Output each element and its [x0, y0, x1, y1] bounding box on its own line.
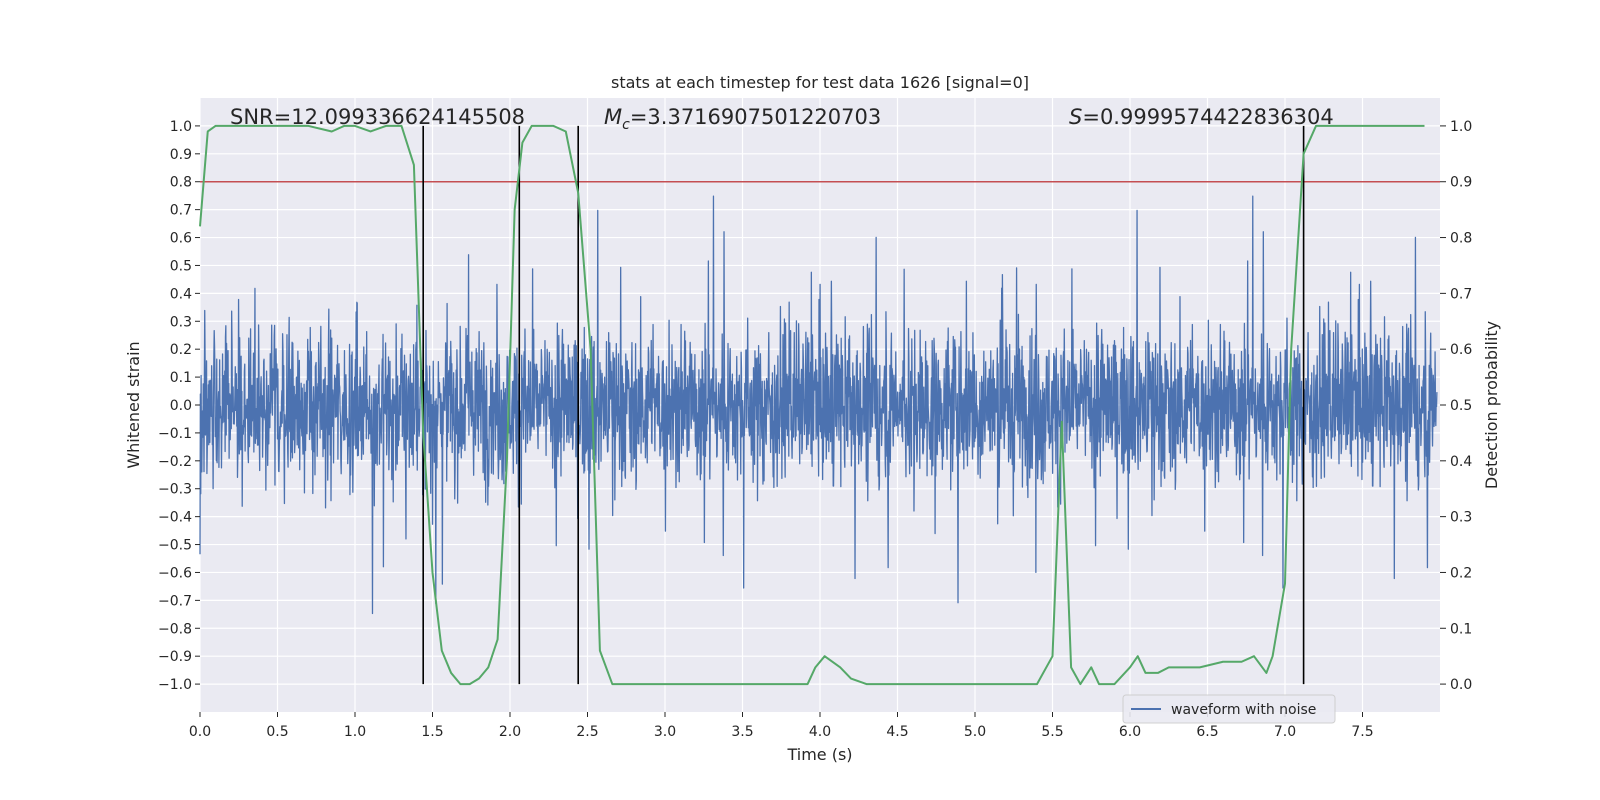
y-tick-label: −0.7 — [158, 593, 192, 609]
y-tick-label: −0.8 — [158, 621, 192, 637]
y2-tick-label: 0.1 — [1450, 621, 1472, 637]
y-tick-label: 0.0 — [170, 398, 192, 414]
y2-tick-label: 0.5 — [1450, 398, 1472, 414]
y-axis-left: −1.0 −0.9 −0.8 −0.7 −0.6 −0.5 −0.4 −0.3 −0.2 −0.1… — [158, 119, 200, 693]
y-axis-label: Whitened strain — [124, 341, 143, 468]
y-tick-label: 0.8 — [170, 175, 192, 191]
y2-tick-label: 0.0 — [1450, 677, 1472, 693]
x-tick-label: 0.5 — [266, 724, 288, 740]
waveform-series — [199, 195, 1438, 615]
x-axis-label: Time (s) — [786, 745, 852, 764]
x-tick-label: 7.0 — [1274, 724, 1296, 740]
y2-tick-label: 0.7 — [1450, 286, 1472, 302]
x-tick-label: 5.0 — [964, 724, 986, 740]
y-tick-label: 0.9 — [170, 147, 192, 163]
snr-annotation: SNR=12.099336624145508 — [230, 105, 525, 129]
chirp-mass-symbol: M — [604, 105, 622, 129]
y-tick-label: 0.7 — [170, 203, 192, 219]
x-tick-label: 2.5 — [576, 724, 598, 740]
waveform-line — [199, 195, 1438, 615]
x-tick-label: 1.5 — [421, 724, 443, 740]
y-tick-label: −0.1 — [158, 426, 192, 442]
probability-layer — [199, 124, 1425, 686]
y2-tick-label: 0.4 — [1450, 454, 1472, 470]
significance-symbol: S — [1069, 105, 1082, 129]
significance-value: =0.9999574422836304 — [1082, 105, 1333, 129]
y2-tick-label: 0.3 — [1450, 510, 1472, 526]
y-tick-label: −0.2 — [158, 454, 192, 470]
x-axis: 0.0 0.5 1.0 1.5 2.0 2.5 3.0 3.5 4.0 4.5 5.0 5.5 6.0 6… — [189, 712, 1374, 740]
chirp-mass-value: =3.3716907501220703 — [630, 105, 881, 129]
x-tick-label: 1.0 — [344, 724, 366, 740]
y2-axis-label: Detection probability — [1482, 321, 1501, 489]
significance-annotation: S=0.9999574422836304 — [1069, 105, 1334, 129]
x-tick-label: 0.0 — [189, 724, 211, 740]
y-tick-label: −1.0 — [158, 677, 192, 693]
y2-tick-label: 1.0 — [1450, 119, 1472, 135]
y-tick-label: −0.9 — [158, 649, 192, 665]
x-tick-label: 4.5 — [886, 724, 908, 740]
chart-title: stats at each timestep for test data 162… — [611, 73, 1029, 92]
y2-tick-label: 0.6 — [1450, 342, 1472, 358]
y-tick-label: 0.3 — [170, 314, 192, 330]
legend: waveform with noise — [1122, 694, 1336, 724]
legend-box — [1122, 694, 1336, 724]
x-tick-label: 2.0 — [499, 724, 521, 740]
y-tick-label: 0.6 — [170, 231, 192, 247]
y-tick-label: 0.1 — [170, 370, 192, 386]
x-tick-label: 6.5 — [1196, 724, 1218, 740]
legend-label: waveform with noise — [1171, 702, 1316, 718]
x-tick-label: 4.0 — [809, 724, 831, 740]
x-tick-label: 3.5 — [731, 724, 753, 740]
y-tick-label: 0.4 — [170, 286, 192, 302]
x-tick-label: 7.5 — [1351, 724, 1373, 740]
y-tick-label: −0.6 — [158, 565, 192, 581]
y2-tick-label: 0.2 — [1450, 565, 1472, 581]
x-tick-label: 5.5 — [1041, 724, 1063, 740]
y-tick-label: 0.5 — [170, 258, 192, 274]
x-tick-label: 6.0 — [1119, 724, 1141, 740]
chirp-mass-annotation: Mc=3.3716907501220703 — [604, 105, 881, 133]
y-tick-label: 1.0 — [170, 119, 192, 135]
x-tick-label: 3.0 — [654, 724, 676, 740]
y2-tick-label: 0.8 — [1450, 231, 1472, 247]
y-tick-label: −0.4 — [158, 510, 192, 526]
y-axis-right: 0.0 0.1 0.2 0.3 0.4 0.5 0.6 0.7 0.8 0.9 1.0 — [1440, 119, 1472, 693]
y-tick-label: 0.2 — [170, 342, 192, 358]
y-tick-label: −0.3 — [158, 482, 192, 498]
chirp-mass-subscript: c — [622, 117, 630, 133]
y2-tick-label: 0.9 — [1450, 175, 1472, 191]
detection-probability-line — [199, 124, 1425, 686]
y-tick-label: −0.5 — [158, 538, 192, 554]
